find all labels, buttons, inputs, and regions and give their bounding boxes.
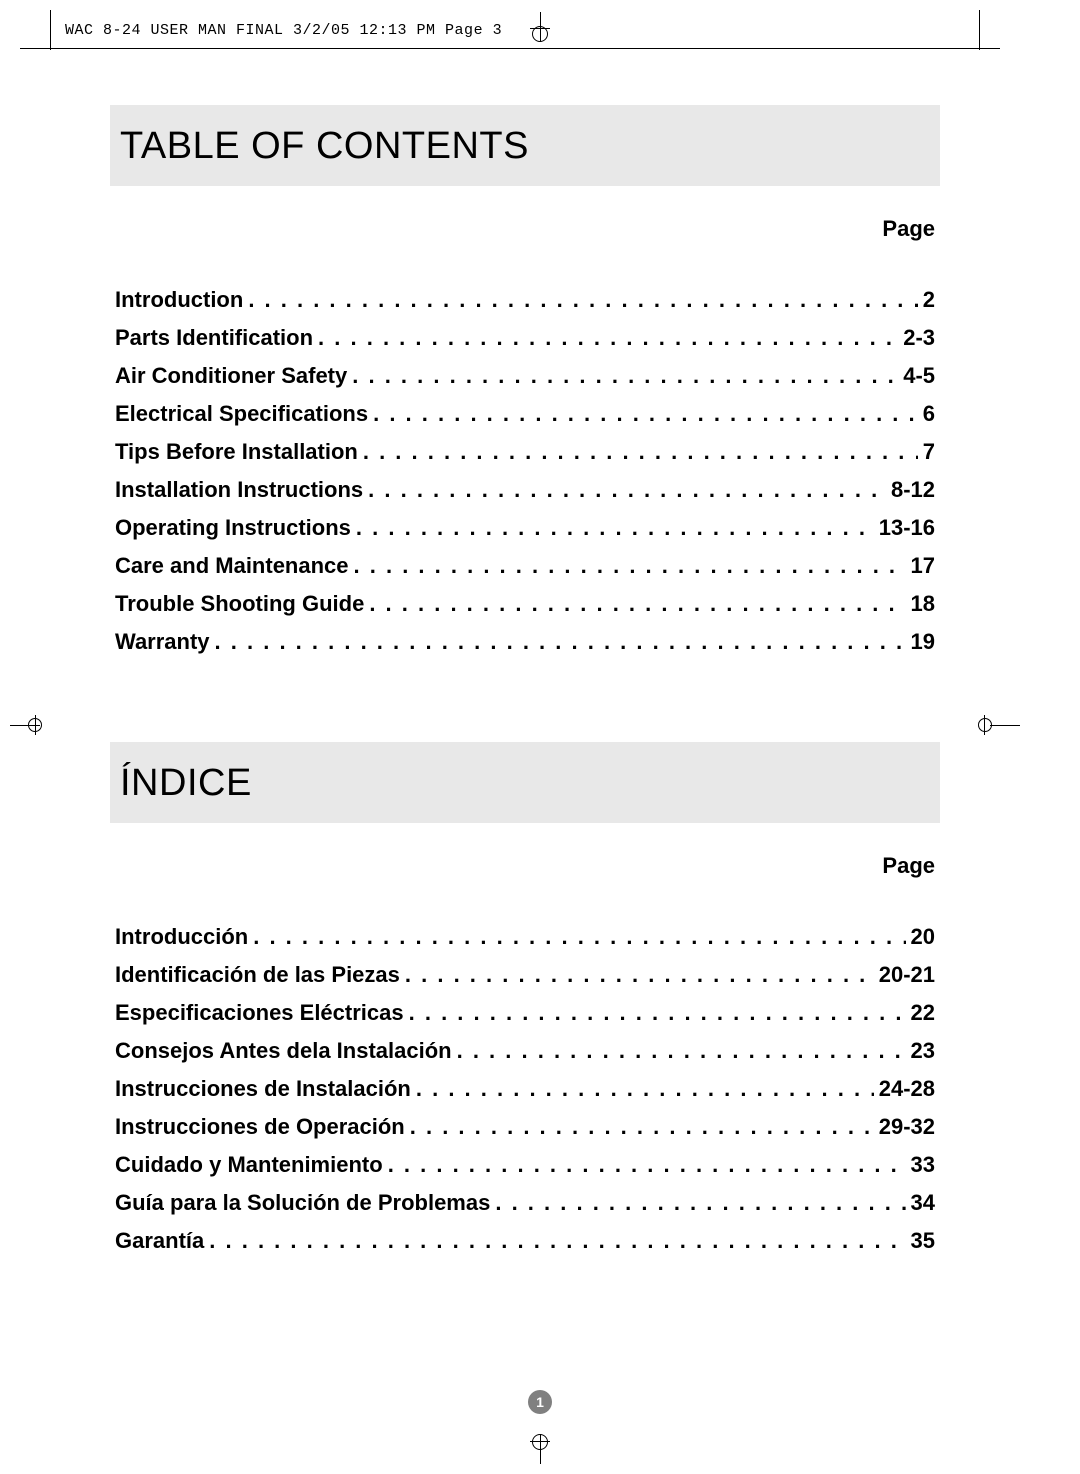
toc-dots [495,1190,905,1216]
page-content: TABLE OF CONTENTS Page Introduction 2 Parts … [110,105,940,1266]
toc-dots [457,1038,906,1064]
section-header: TABLE OF CONTENTS [110,105,940,186]
toc-item-page: 19 [911,629,935,655]
toc-dots [368,477,886,503]
toc-item-page: 24-28 [879,1076,935,1102]
toc-dots [318,325,898,351]
toc-item-page: 35 [911,1228,935,1254]
toc-item-title: Consejos Antes dela Instalación [115,1038,452,1064]
toc-item-page: 13-16 [879,515,935,541]
section-title: ÍNDICE [120,762,930,805]
toc-item-title: Guía para la Solución de Problemas [115,1190,490,1216]
toc-item: Operating Instructions 13-16 [115,515,935,541]
page-column-label: Page [110,216,940,242]
toc-item-title: Introduction [115,287,243,313]
section-header: ÍNDICE [110,742,940,823]
toc-item-page: 8-12 [891,477,935,503]
section-title: TABLE OF CONTENTS [120,125,930,168]
toc-item: Garantía 35 [115,1228,935,1254]
toc-item: Instrucciones de Operación 29-32 [115,1114,935,1140]
toc-item: Cuidado y Mantenimiento 33 [115,1152,935,1178]
toc-item-page: 29-32 [879,1114,935,1140]
toc-item-title: Warranty [115,629,210,655]
page-column-label: Page [110,853,940,879]
registration-cross-bottom [530,1441,550,1442]
toc-item-title: Electrical Specifications [115,401,368,427]
toc-item: Introducción 20 [115,924,935,950]
toc-item-title: Instrucciones de Operación [115,1114,405,1140]
toc-item-title: Identificación de las Piezas [115,962,400,988]
toc-item-page: 34 [911,1190,935,1216]
toc-dots [405,962,874,988]
toc-item-page: 7 [923,439,935,465]
toc-item-page: 23 [911,1038,935,1064]
toc-item-title: Parts Identification [115,325,313,351]
toc-item: Trouble Shooting Guide 18 [115,591,935,617]
toc-dots [363,439,918,465]
toc-item-title: Air Conditioner Safety [115,363,347,389]
toc-dots [388,1152,906,1178]
toc-item-page: 33 [911,1152,935,1178]
toc-item-page: 6 [923,401,935,427]
toc-item-title: Installation Instructions [115,477,363,503]
toc-dots [369,591,905,617]
toc-item-page: 4-5 [903,363,935,389]
toc-dots [352,363,898,389]
toc-dots [409,1000,906,1026]
toc-item-title: Care and Maintenance [115,553,349,579]
toc-item: Introduction 2 [115,287,935,313]
toc-item-title: Trouble Shooting Guide [115,591,364,617]
toc-dots [253,924,905,950]
toc-item-page: 2 [923,287,935,313]
toc-item-title: Especificaciones Eléctricas [115,1000,404,1026]
toc-item-title: Garantía [115,1228,204,1254]
toc-item: Warranty 19 [115,629,935,655]
crop-line-top [20,48,1000,49]
registration-mark-right [970,710,1020,740]
toc-item-title: Tips Before Installation [115,439,358,465]
registration-cross-top [530,28,550,29]
toc-dots [373,401,918,427]
toc-item-title: Introducción [115,924,248,950]
toc-item-page: 17 [911,553,935,579]
toc-item: Installation Instructions 8-12 [115,477,935,503]
toc-dots [410,1114,874,1140]
toc-item-title: Instrucciones de Instalación [115,1076,411,1102]
toc-dots [354,553,906,579]
registration-mark-left [0,710,50,740]
toc-dots [416,1076,874,1102]
toc-dots [356,515,874,541]
toc-item: Air Conditioner Safety 4-5 [115,363,935,389]
toc-item: Instrucciones de Instalación 24-28 [115,1076,935,1102]
toc-dots [248,287,917,313]
toc-item: Care and Maintenance 17 [115,553,935,579]
toc-item-page: 18 [911,591,935,617]
toc-list: Introduction 2 Parts Identification 2-3 Air … [110,287,940,655]
toc-item-page: 20-21 [879,962,935,988]
registration-mark-top [530,12,550,42]
toc-item: Consejos Antes dela Instalación 23 [115,1038,935,1064]
toc-item-page: 22 [911,1000,935,1026]
page-number-text: 1 [536,1394,544,1410]
toc-dots [209,1228,905,1254]
toc-item-title: Cuidado y Mantenimiento [115,1152,383,1178]
toc-dots [215,629,906,655]
toc-item-page: 20 [911,924,935,950]
toc-item: Parts Identification 2-3 [115,325,935,351]
page-number-badge: 1 [528,1390,552,1414]
toc-item: Identificación de las Piezas 20-21 [115,962,935,988]
printer-header-text: WAC 8-24 USER MAN FINAL 3/2/05 12:13 PM … [65,22,502,39]
toc-item: Especificaciones Eléctricas 22 [115,1000,935,1026]
toc-item: Electrical Specifications 6 [115,401,935,427]
toc-item: Guía para la Solución de Problemas 34 [115,1190,935,1216]
toc-list: Introducción 20 Identificación de las Piez… [110,924,940,1254]
toc-item: Tips Before Installation 7 [115,439,935,465]
toc-item-page: 2-3 [903,325,935,351]
toc-item-title: Operating Instructions [115,515,351,541]
registration-mark-bottom [530,1434,550,1464]
